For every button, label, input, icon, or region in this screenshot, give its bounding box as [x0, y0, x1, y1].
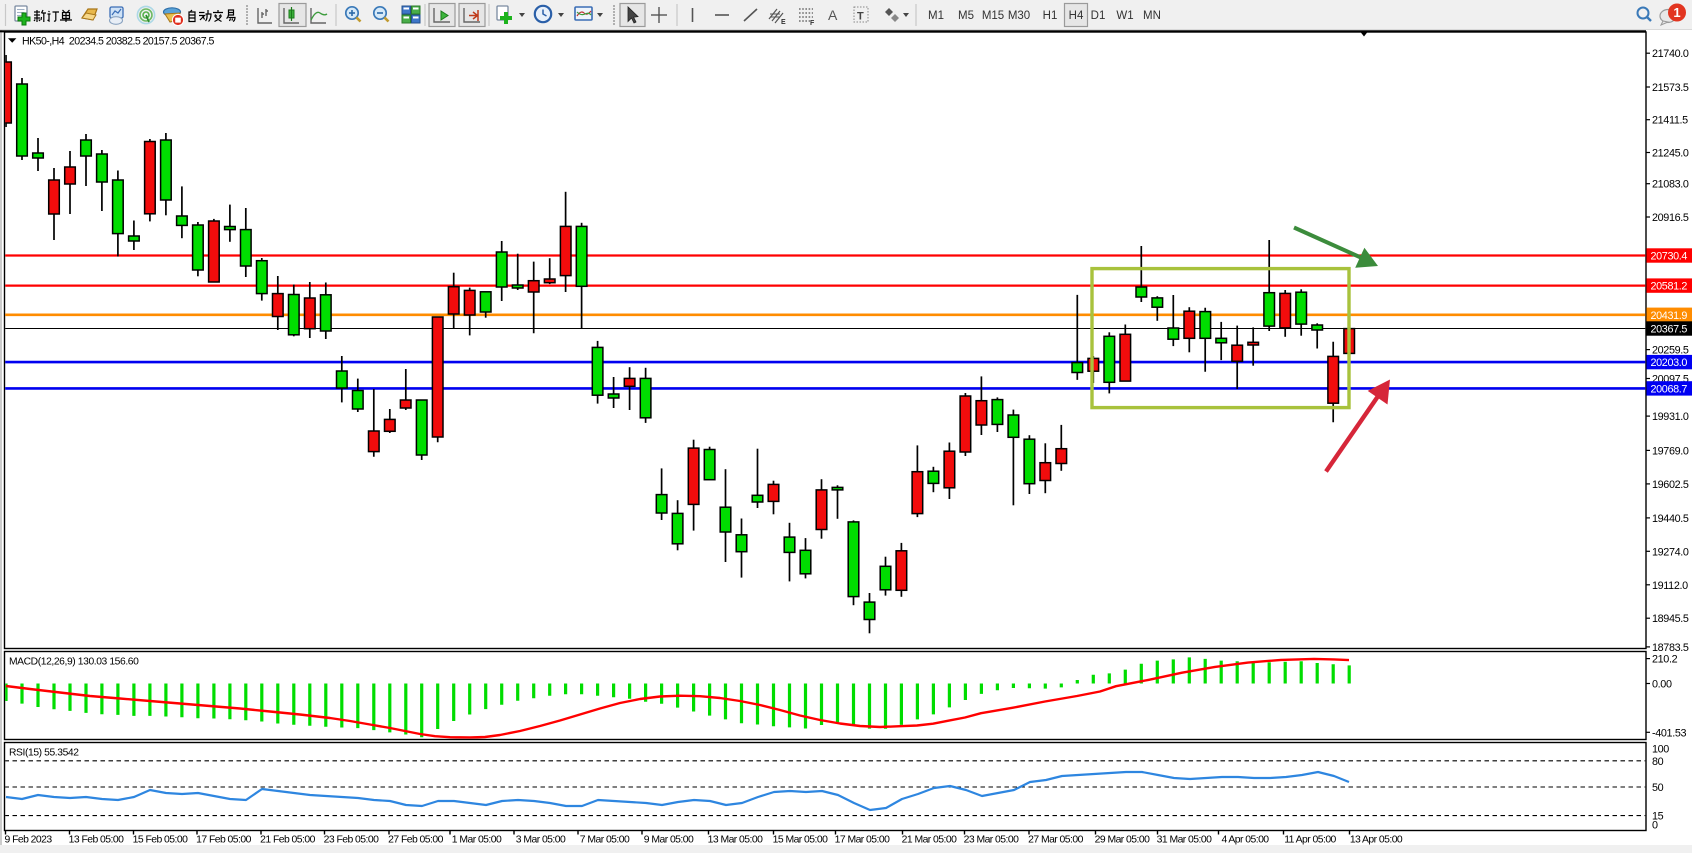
svg-text:210.2: 210.2	[1652, 654, 1678, 666]
svg-text:21740.0: 21740.0	[1652, 48, 1689, 60]
svg-text:3 Mar 05:00: 3 Mar 05:00	[516, 835, 566, 846]
svg-text:20367.5: 20367.5	[1651, 324, 1688, 336]
svg-text:27 Feb 05:00: 27 Feb 05:00	[388, 835, 443, 846]
svg-text:A: A	[828, 7, 838, 23]
svg-text:D1: D1	[1091, 10, 1106, 22]
svg-text:23 Mar 05:00: 23 Mar 05:00	[964, 835, 1019, 846]
svg-text:21 Mar 05:00: 21 Mar 05:00	[902, 835, 957, 846]
svg-text:23 Feb 05:00: 23 Feb 05:00	[324, 835, 379, 846]
svg-text:80: 80	[1652, 756, 1664, 768]
svg-text:21083.0: 21083.0	[1652, 179, 1689, 191]
svg-text:20259.5: 20259.5	[1652, 345, 1689, 357]
svg-text:MACD(12,26,9) 130.03 156.60: MACD(12,26,9) 130.03 156.60	[9, 657, 139, 668]
svg-text:0: 0	[1652, 820, 1658, 832]
svg-text:18945.5: 18945.5	[1652, 613, 1689, 625]
svg-text:50: 50	[1652, 782, 1664, 794]
svg-text:19274.0: 19274.0	[1652, 546, 1689, 558]
svg-text:F: F	[810, 20, 815, 27]
svg-text:MN: MN	[1143, 10, 1161, 22]
svg-text:M15: M15	[982, 10, 1004, 22]
svg-text:W1: W1	[1116, 10, 1133, 22]
svg-text:M30: M30	[1008, 10, 1030, 22]
svg-text:20203.0: 20203.0	[1651, 357, 1688, 369]
svg-text:21411.5: 21411.5	[1652, 115, 1688, 127]
svg-text:29 Mar 05:00: 29 Mar 05:00	[1095, 835, 1150, 846]
svg-text:19602.5: 19602.5	[1652, 479, 1689, 491]
svg-text:0.00: 0.00	[1652, 679, 1672, 691]
svg-text:M5: M5	[958, 10, 974, 22]
svg-text:27 Mar 05:00: 27 Mar 05:00	[1028, 835, 1083, 846]
svg-text:13 Feb 05:00: 13 Feb 05:00	[69, 835, 124, 846]
svg-text:1: 1	[1673, 5, 1680, 20]
svg-text:9 Feb 2023: 9 Feb 2023	[5, 835, 53, 846]
svg-text:19112.0: 19112.0	[1652, 580, 1688, 592]
svg-text:20916.5: 20916.5	[1652, 212, 1689, 224]
svg-text:19931.0: 19931.0	[1652, 411, 1689, 423]
svg-text:H4: H4	[1069, 10, 1084, 22]
svg-text:17 Feb 05:00: 17 Feb 05:00	[196, 835, 251, 846]
svg-text:20581.2: 20581.2	[1651, 281, 1688, 293]
svg-text:9 Mar 05:00: 9 Mar 05:00	[644, 835, 694, 846]
svg-text:7 Mar 05:00: 7 Mar 05:00	[580, 835, 630, 846]
svg-text:31 Mar 05:00: 31 Mar 05:00	[1157, 835, 1212, 846]
svg-text:E: E	[781, 19, 786, 26]
svg-text:11 Apr 05:00: 11 Apr 05:00	[1284, 835, 1336, 846]
svg-text:15 Mar 05:00: 15 Mar 05:00	[773, 835, 828, 846]
svg-text:15: 15	[1652, 811, 1664, 823]
svg-text:100: 100	[1652, 743, 1669, 755]
svg-text:21573.5: 21573.5	[1652, 82, 1689, 94]
svg-text:15 Feb 05:00: 15 Feb 05:00	[133, 835, 188, 846]
svg-text:20068.7: 20068.7	[1651, 383, 1688, 395]
svg-text:T: T	[857, 11, 864, 23]
svg-text:19769.0: 19769.0	[1652, 445, 1689, 457]
svg-text:21245.0: 21245.0	[1652, 148, 1689, 160]
svg-text:18783.5: 18783.5	[1652, 642, 1689, 654]
svg-text:17 Mar 05:00: 17 Mar 05:00	[835, 835, 890, 846]
svg-text:-401.53: -401.53	[1652, 727, 1687, 739]
svg-text:4 Apr 05:00: 4 Apr 05:00	[1221, 835, 1269, 846]
svg-text:RSI(15) 55.3542: RSI(15) 55.3542	[9, 748, 79, 759]
svg-text:H1: H1	[1043, 10, 1058, 22]
svg-text:M1: M1	[928, 10, 944, 22]
svg-text:19440.5: 19440.5	[1652, 513, 1689, 525]
svg-text:1 Mar 05:00: 1 Mar 05:00	[452, 835, 502, 846]
svg-text:20730.4: 20730.4	[1651, 251, 1688, 263]
svg-text:13 Apr 05:00: 13 Apr 05:00	[1350, 835, 1403, 846]
svg-text:21 Feb 05:00: 21 Feb 05:00	[260, 835, 315, 846]
svg-text:HK50-,H4 20234.5 20382.5 2015: HK50-,H4 20234.5 20382.5 20157.5 20367.5	[22, 36, 215, 48]
svg-text:13 Mar 05:00: 13 Mar 05:00	[708, 835, 763, 846]
svg-text:20431.9: 20431.9	[1651, 310, 1688, 322]
